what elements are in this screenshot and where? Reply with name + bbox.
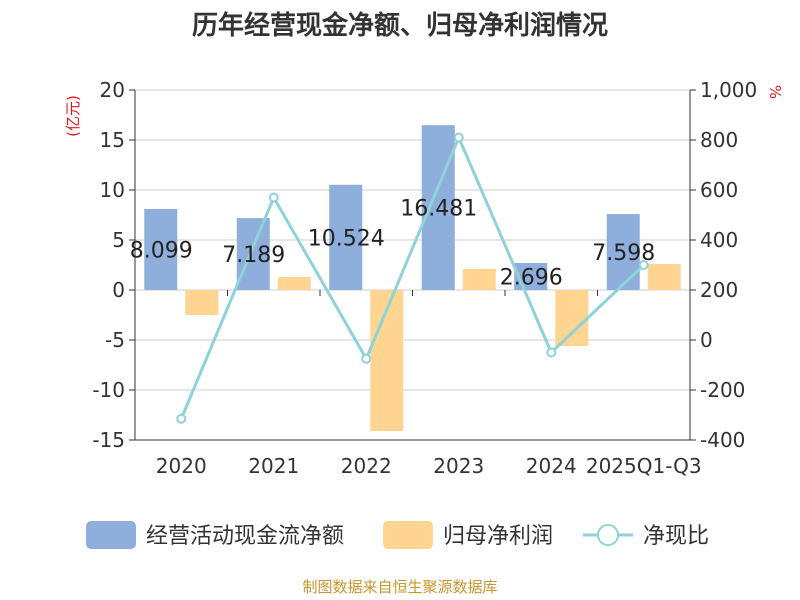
x-tick-label: 2025Q1-Q3 [586,454,702,478]
ratio-point [638,260,649,270]
x-tick-label: 2020 [156,454,207,478]
right-tick-label: 0 [700,328,713,352]
cashflow-bar [421,125,455,290]
ratio-line [176,132,649,424]
profit-bar [647,264,681,290]
cashflow-data-label: 10.524 [308,226,385,251]
x-tick-label: 2023 [433,454,484,478]
cashflow-bar [236,218,270,290]
ratio-point [546,347,557,358]
left-tick-label: 20 [100,78,125,102]
legend-swatch-profit [383,521,433,549]
legend: 经营活动现金流净额 归母净利润 净现比 [86,521,709,549]
bars [144,125,681,431]
x-tick-label: 2024 [526,454,577,478]
data-labels: 8.099 7.189 10.524 16.481 2.696 7.598 [130,197,655,291]
right-tick-label: 400 [700,228,738,252]
right-tick-label: -400 [700,428,745,452]
profit-bar [555,290,589,346]
right-axis-unit: % [766,85,784,99]
left-axis-unit: (亿元) [64,95,82,137]
ratio-point [176,413,187,424]
cashflow-bar [329,184,363,290]
left-tick-label: -5 [105,328,125,352]
chart-title: 历年经营现金净额、归母净利润情况 [192,10,608,41]
left-tick-label: 5 [112,228,125,252]
right-tick-label: -200 [700,378,745,402]
ratio-polyline [179,133,645,420]
profit-bar [462,269,496,290]
legend-swatch-cashflow [86,521,136,549]
right-tick-label: 600 [700,178,738,202]
cashflow-data-label: 7.598 [592,241,655,266]
cashflow-bar [606,214,640,290]
x-tick-label: 2021 [248,454,299,478]
left-tick-label: 10 [100,178,125,202]
left-tick-label: -15 [92,428,125,452]
legend-marker-ratio [597,524,619,546]
x-tick-label: 2022 [341,454,392,478]
axes: 20 15 10 5 0 -5 -10 -15 1,000 800 600 400 200 0 -200 -4… [92,78,757,478]
left-tick-label: -10 [92,378,125,402]
cashflow-data-label: 7.189 [222,243,285,268]
right-tick-label: 800 [700,128,738,152]
left-tick-label: 0 [112,278,125,302]
cashflow-data-label: 2.696 [500,266,563,291]
profit-bar [277,277,311,290]
right-tick-label: 1,000 [700,78,757,102]
cashflow-data-label: 8.099 [130,239,193,264]
source-note: 制图数据来自恒生聚源数据库 [302,578,497,596]
legend-label-ratio: 净现比 [643,524,709,549]
profit-bar [185,290,219,315]
legend-label-cashflow: 经营活动现金流净额 [146,524,344,549]
cashflow-data-label: 16.481 [400,197,477,222]
right-tick-label: 200 [700,278,738,302]
cashflow-bar [144,209,178,290]
ratio-point [361,353,372,364]
ratio-point [268,192,279,203]
ratio-point [453,132,464,143]
left-tick-label: 15 [100,128,125,152]
legend-label-profit: 归母净利润 [443,524,553,549]
